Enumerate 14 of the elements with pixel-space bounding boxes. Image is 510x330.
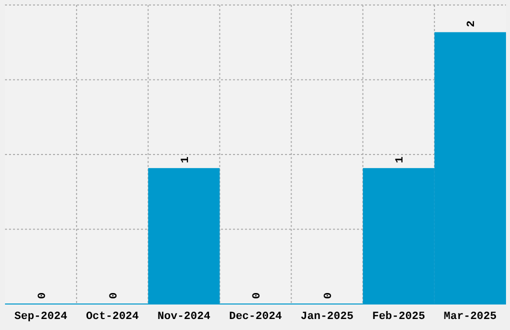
data-label: 0 — [323, 292, 336, 299]
x-tick-label: Mar-2025 — [444, 311, 498, 323]
x-tick-label: Oct-2024 — [86, 311, 140, 323]
data-label: 1 — [180, 156, 192, 164]
data-label: 0 — [252, 292, 264, 299]
x-tick-label: Nov-2024 — [158, 311, 211, 323]
data-label: 0 — [108, 292, 120, 299]
x-tick-label: Dec-2024 — [229, 311, 282, 323]
data-label: 2 — [466, 20, 478, 28]
data-label: 1 — [394, 156, 407, 164]
data-label: 0 — [36, 292, 49, 299]
x-tick-label: Jan-2025 — [300, 311, 354, 323]
x-tick-label: Feb-2025 — [372, 311, 426, 323]
x-tick-label: Sep-2024 — [14, 311, 68, 323]
